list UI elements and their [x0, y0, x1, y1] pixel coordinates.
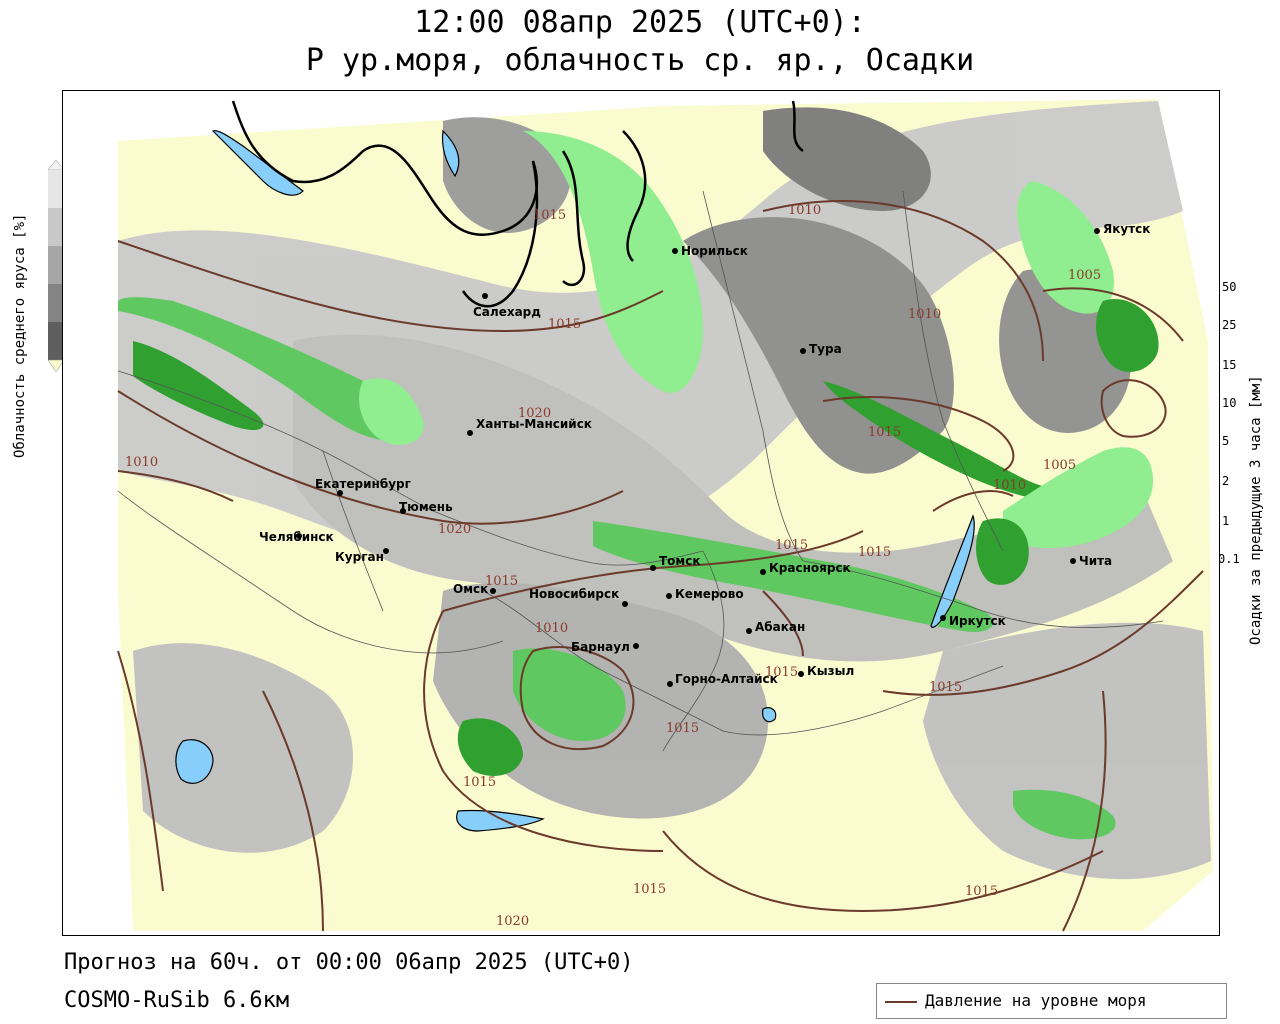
cloud-scale-bar — [47, 160, 65, 373]
svg-text:Ханты-Мансийск: Ханты-Мансийск — [476, 417, 592, 431]
isobar-label: 1015 — [633, 882, 666, 897]
svg-text:Курган: Курган — [335, 550, 384, 564]
svg-text:Красноярск: Красноярск — [769, 561, 851, 575]
isobar-label: 1010 — [908, 307, 941, 322]
city-abakan: Абакан — [746, 620, 805, 634]
city-salekhard: Салехард — [473, 293, 541, 319]
city-omsk: Омск — [453, 582, 496, 596]
admin-borders — [117, 190, 1164, 752]
map-title-time: 12:00 08апр 2025 (UTC+0): — [414, 5, 866, 40]
precip-tick-15: 15 — [1222, 358, 1237, 372]
precip-tick-10: 10 — [1222, 396, 1237, 410]
city-gorno-altaysk: Горно-Алтайск — [667, 672, 778, 687]
forecast-info: Прогноз на 60ч. от 00:00 06апр 2025 (UTC… — [64, 950, 634, 975]
isobar-label: 1010 — [993, 478, 1026, 493]
city-khanty-mansiysk: Ханты-Мансийск — [467, 417, 592, 436]
isobar-label: 1015 — [666, 721, 699, 736]
precip-scale-label: Осадки за предыдущие 3 часа [мм] — [1248, 375, 1264, 645]
isobar-label: 1015 — [858, 545, 891, 560]
city-tura: Тура — [800, 342, 842, 356]
svg-text:Абакан: Абакан — [755, 620, 805, 634]
city-tomsk: Томск — [650, 554, 701, 571]
isobars — [117, 200, 1204, 932]
precip-tick-1: 1 — [1222, 514, 1230, 528]
svg-text:Екатеринбург: Екатеринбург — [315, 477, 411, 491]
precip-tick-2: 2 — [1222, 474, 1230, 488]
isobar-label: 1015 — [548, 317, 581, 332]
isobar-label: 1015 — [929, 680, 962, 695]
city-yakutsk: Якутск — [1094, 222, 1150, 236]
svg-text:Барнаул: Барнаул — [571, 640, 630, 654]
city-kemerovo: Кемерово — [666, 587, 744, 601]
cloud-scale-label: Облачность среднего яруса [%] — [12, 213, 28, 458]
isobar-label: 1015 — [868, 425, 901, 440]
svg-text:Томск: Томск — [659, 554, 701, 568]
map-canvas: 1015 1010 1005 1020 1015 1010 1015 1005 … — [117, 99, 1213, 932]
city-irkutsk: Иркутск — [940, 614, 1006, 628]
precipitation-field — [118, 131, 1159, 840]
map-title-fields: P ур.моря, облачность ср. яр., Осадки — [305, 43, 975, 78]
city-barnaul: Барнаул — [571, 640, 639, 654]
precip-tick-25: 25 — [1222, 318, 1237, 332]
city-chita: Чита — [1070, 554, 1112, 568]
city-kurgan: Курган — [335, 548, 389, 564]
city-novosibirsk: Новосибирск — [529, 587, 628, 607]
pressure-legend-label: Давление на уровне моря — [925, 991, 1147, 1010]
city-markers: Салехард Норильск Якутск Тура Ханты-Манс… — [259, 222, 1150, 687]
svg-text:Челябинск: Челябинск — [259, 530, 334, 544]
water-bodies — [175, 129, 975, 832]
precip-tick-5: 5 — [1222, 434, 1230, 448]
svg-text:Салехард: Салехард — [473, 305, 541, 319]
svg-text:Кемерово: Кемерово — [675, 587, 744, 601]
isobar-label: 1015 — [485, 574, 518, 589]
isobar-label: 1020 — [496, 914, 529, 929]
svg-text:Якутск: Якутск — [1103, 222, 1150, 236]
svg-text:Кызыл: Кызыл — [807, 664, 854, 678]
city-norilsk: Норильск — [672, 244, 748, 258]
svg-text:Омск: Омск — [453, 582, 488, 596]
isobar-label: 1015 — [765, 665, 798, 680]
isobar-label: 1010 — [535, 621, 568, 636]
city-kyzyl: Кызыл — [798, 664, 854, 678]
precip-tick-0.1: 0.1 — [1218, 552, 1240, 566]
svg-text:Новосибирск: Новосибирск — [529, 587, 619, 601]
pressure-legend: Давление на уровне моря — [876, 983, 1227, 1019]
isobar-label: 1005 — [1043, 458, 1076, 473]
city-chelyabinsk: Челябинск — [259, 530, 334, 544]
isobar-label: 1015 — [463, 775, 496, 790]
isobar-legend-line — [885, 1001, 917, 1003]
svg-text:Норильск: Норильск — [681, 244, 748, 258]
isobar-label: 1015 — [533, 208, 566, 223]
city-tyumen: Тюмень — [399, 500, 453, 514]
isobar-label: 1015 — [775, 538, 808, 553]
svg-text:Тюмень: Тюмень — [399, 500, 453, 514]
precip-tick-50: 50 — [1222, 280, 1237, 294]
isobar-label: 1010 — [125, 455, 158, 470]
svg-text:Тура: Тура — [809, 342, 842, 356]
isobar-label: 1020 — [438, 522, 471, 537]
isobar-label: 1020 — [518, 406, 551, 421]
isobar-labels: 1015 1010 1005 1020 1015 1010 1015 1005 … — [125, 203, 1101, 929]
isobar-label: 1005 — [1068, 268, 1101, 283]
isobar-label: 1015 — [965, 884, 998, 899]
svg-text:Иркутск: Иркутск — [949, 614, 1006, 628]
city-yekaterinburg: Екатеринбург — [315, 477, 411, 496]
city-krasnoyarsk: Красноярск — [760, 561, 851, 575]
coastline — [231, 100, 804, 308]
weather-map: 1015 1010 1005 1020 1015 1010 1015 1005 … — [62, 90, 1220, 936]
svg-text:Чита: Чита — [1079, 554, 1112, 568]
svg-text:Горно-Алтайск: Горно-Алтайск — [675, 672, 778, 686]
isobar-label: 1010 — [788, 203, 821, 218]
model-name: COSMO-RuSib 6.6км — [64, 988, 290, 1013]
